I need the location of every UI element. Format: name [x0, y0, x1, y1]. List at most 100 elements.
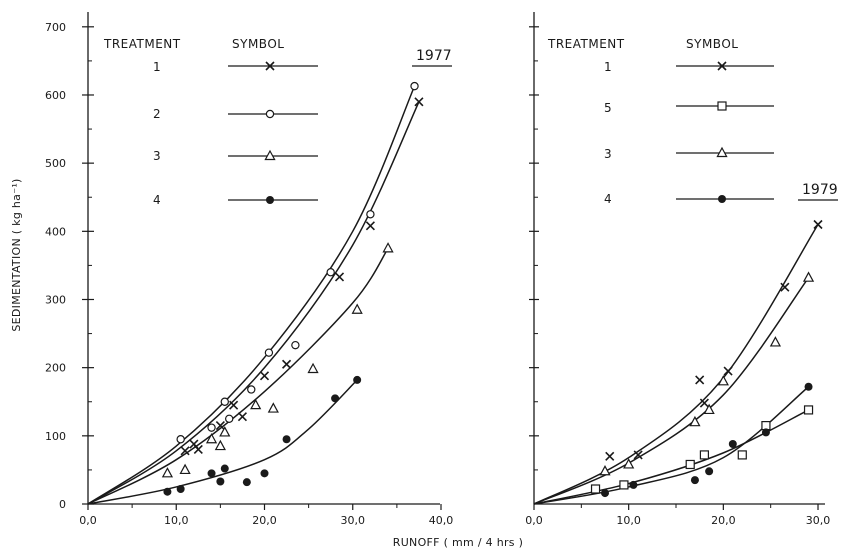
data-point-treatment-3 [179, 463, 191, 475]
y-tick-label: 400 [45, 225, 66, 238]
data-point-treatment-4 [331, 394, 340, 403]
data-point-treatment-2 [207, 423, 216, 432]
legend-treatment-header: TREATMENT [103, 37, 181, 51]
data-point-treatment-5 [619, 480, 629, 490]
data-point-treatment-3 [161, 467, 174, 478]
data-point-treatment-1 [699, 398, 709, 408]
x-axis-label: RUNOFF ( mm / 4 hrs ) [393, 536, 523, 549]
y-tick-label: 600 [45, 89, 66, 102]
fit-curve-treatment-1 [87, 101, 420, 505]
data-point-treatment-1 [605, 451, 615, 461]
x-tick-label: 40,0 [429, 514, 454, 527]
legend-symbol-circle-icon [265, 109, 275, 119]
y-tick-label: 700 [45, 21, 66, 34]
data-point-treatment-4 [705, 467, 714, 476]
x-tick-label: 10,0 [616, 514, 641, 527]
data-point-treatment-4 [761, 428, 770, 437]
legend-symbol-dot-icon [266, 196, 274, 204]
legend-symbol-x-icon [717, 61, 727, 71]
data-point-treatment-1 [633, 450, 643, 460]
data-point-treatment-2 [366, 210, 375, 219]
data-point-treatment-3 [703, 403, 715, 415]
year-label-1979: 1979 [802, 182, 838, 198]
fit-curve-treatment-2 [87, 85, 416, 505]
x-tick-label: 20,0 [252, 514, 277, 527]
panel-1977: 0,0 10,0 20,0 30,0 40,0 0 100 200 300 400 500 600 70… [45, 12, 453, 527]
data-point-treatment-4 [728, 440, 737, 449]
legend-treatment-3: 3 [153, 149, 161, 163]
data-point-treatment-4 [242, 478, 251, 487]
legend-treatment-header: TREATMENT [547, 37, 625, 51]
data-point-treatment-1 [281, 359, 292, 369]
data-point-treatment-5 [685, 459, 695, 470]
x-tick-label: 10,0 [164, 514, 189, 527]
legend-1979: TREATMENT SYMBOL 1 5 3 4 [547, 37, 774, 206]
data-point-treatment-4 [207, 469, 216, 478]
data-point-treatment-4 [629, 480, 638, 489]
legend-treatment-4: 4 [153, 193, 161, 207]
data-point-treatment-2 [291, 340, 300, 350]
data-point-treatment-2 [247, 385, 256, 394]
data-point-treatment-4 [353, 375, 362, 384]
fit-curve-treatment-1 [533, 224, 819, 505]
legend-symbol-x-icon [265, 61, 275, 71]
data-point-treatment-3 [214, 439, 226, 451]
data-point-treatment-3 [769, 336, 782, 347]
fit-curve-treatment-5 [533, 409, 809, 505]
x-tick-label: 0,0 [79, 514, 97, 527]
y-tick-label: 0 [59, 498, 66, 511]
legend-symbols-1977 [228, 61, 318, 204]
data-point-treatment-2 [220, 397, 229, 406]
data-point-treatment-3 [689, 415, 701, 427]
data-point-treatment-1 [365, 221, 375, 231]
legend-treatment-5: 5 [604, 101, 612, 115]
legend-symbol-header: SYMBOL [686, 37, 738, 51]
data-point-treatment-2 [264, 348, 274, 357]
data-point-treatment-3 [307, 362, 319, 374]
data-point-treatment-3 [717, 375, 729, 386]
data-point-treatment-5 [803, 405, 814, 415]
data-point-treatment-2 [176, 435, 185, 444]
x-tick-label: 30,0 [341, 514, 366, 527]
data-point-treatment-4 [260, 469, 269, 478]
data-point-treatment-3 [219, 426, 231, 437]
data-point-treatment-4 [601, 489, 610, 498]
data-point-treatment-1 [193, 444, 203, 455]
data-point-treatment-5 [737, 450, 747, 460]
data-point-treatment-4 [220, 464, 229, 473]
fit-curve-treatment-4 [87, 379, 358, 505]
data-point-treatment-1 [723, 366, 733, 376]
legend-1977: TREATMENT SYMBOL 1 2 3 4 [103, 37, 318, 207]
data-point-treatment-1 [780, 282, 790, 292]
data-point-treatment-1 [180, 446, 190, 456]
legend-treatment-1: 1 [153, 60, 161, 74]
y-tick-label: 200 [45, 362, 66, 375]
data-point-treatment-1 [259, 371, 270, 381]
x-tick-label: 20,0 [711, 514, 736, 527]
legend-symbol-header: SYMBOL [232, 37, 284, 51]
fit-curve-treatment-3 [533, 277, 810, 505]
data-point-treatment-3 [623, 458, 635, 469]
y-tick-label: 100 [45, 430, 66, 443]
x-tick-label: 0,0 [525, 514, 543, 527]
data-point-treatment-4 [216, 477, 225, 486]
legend-treatment-2: 2 [153, 107, 161, 121]
data-point-treatment-4 [163, 487, 172, 496]
data-point-treatment-1 [229, 400, 239, 410]
y-tick-label: 300 [45, 293, 66, 306]
fit-curve-treatment-3 [87, 247, 389, 505]
legend-symbols-1979 [676, 61, 774, 203]
data-point-treatment-1 [215, 421, 225, 431]
data-point-treatment-3 [267, 402, 279, 413]
data-point-treatment-2 [224, 414, 234, 423]
legend-treatment-1: 1 [604, 60, 612, 74]
data-point-treatment-3 [382, 242, 394, 253]
data-point-treatment-5 [699, 450, 710, 460]
legend-symbol-triangle-icon [264, 149, 276, 161]
year-label-1977: 1977 [416, 48, 452, 64]
data-point-treatment-3 [599, 465, 611, 476]
data-point-treatment-4 [804, 382, 813, 391]
data-point-treatment-2 [326, 268, 335, 277]
data-point-treatment-1 [414, 97, 424, 107]
y-tick-label: 500 [45, 157, 66, 170]
